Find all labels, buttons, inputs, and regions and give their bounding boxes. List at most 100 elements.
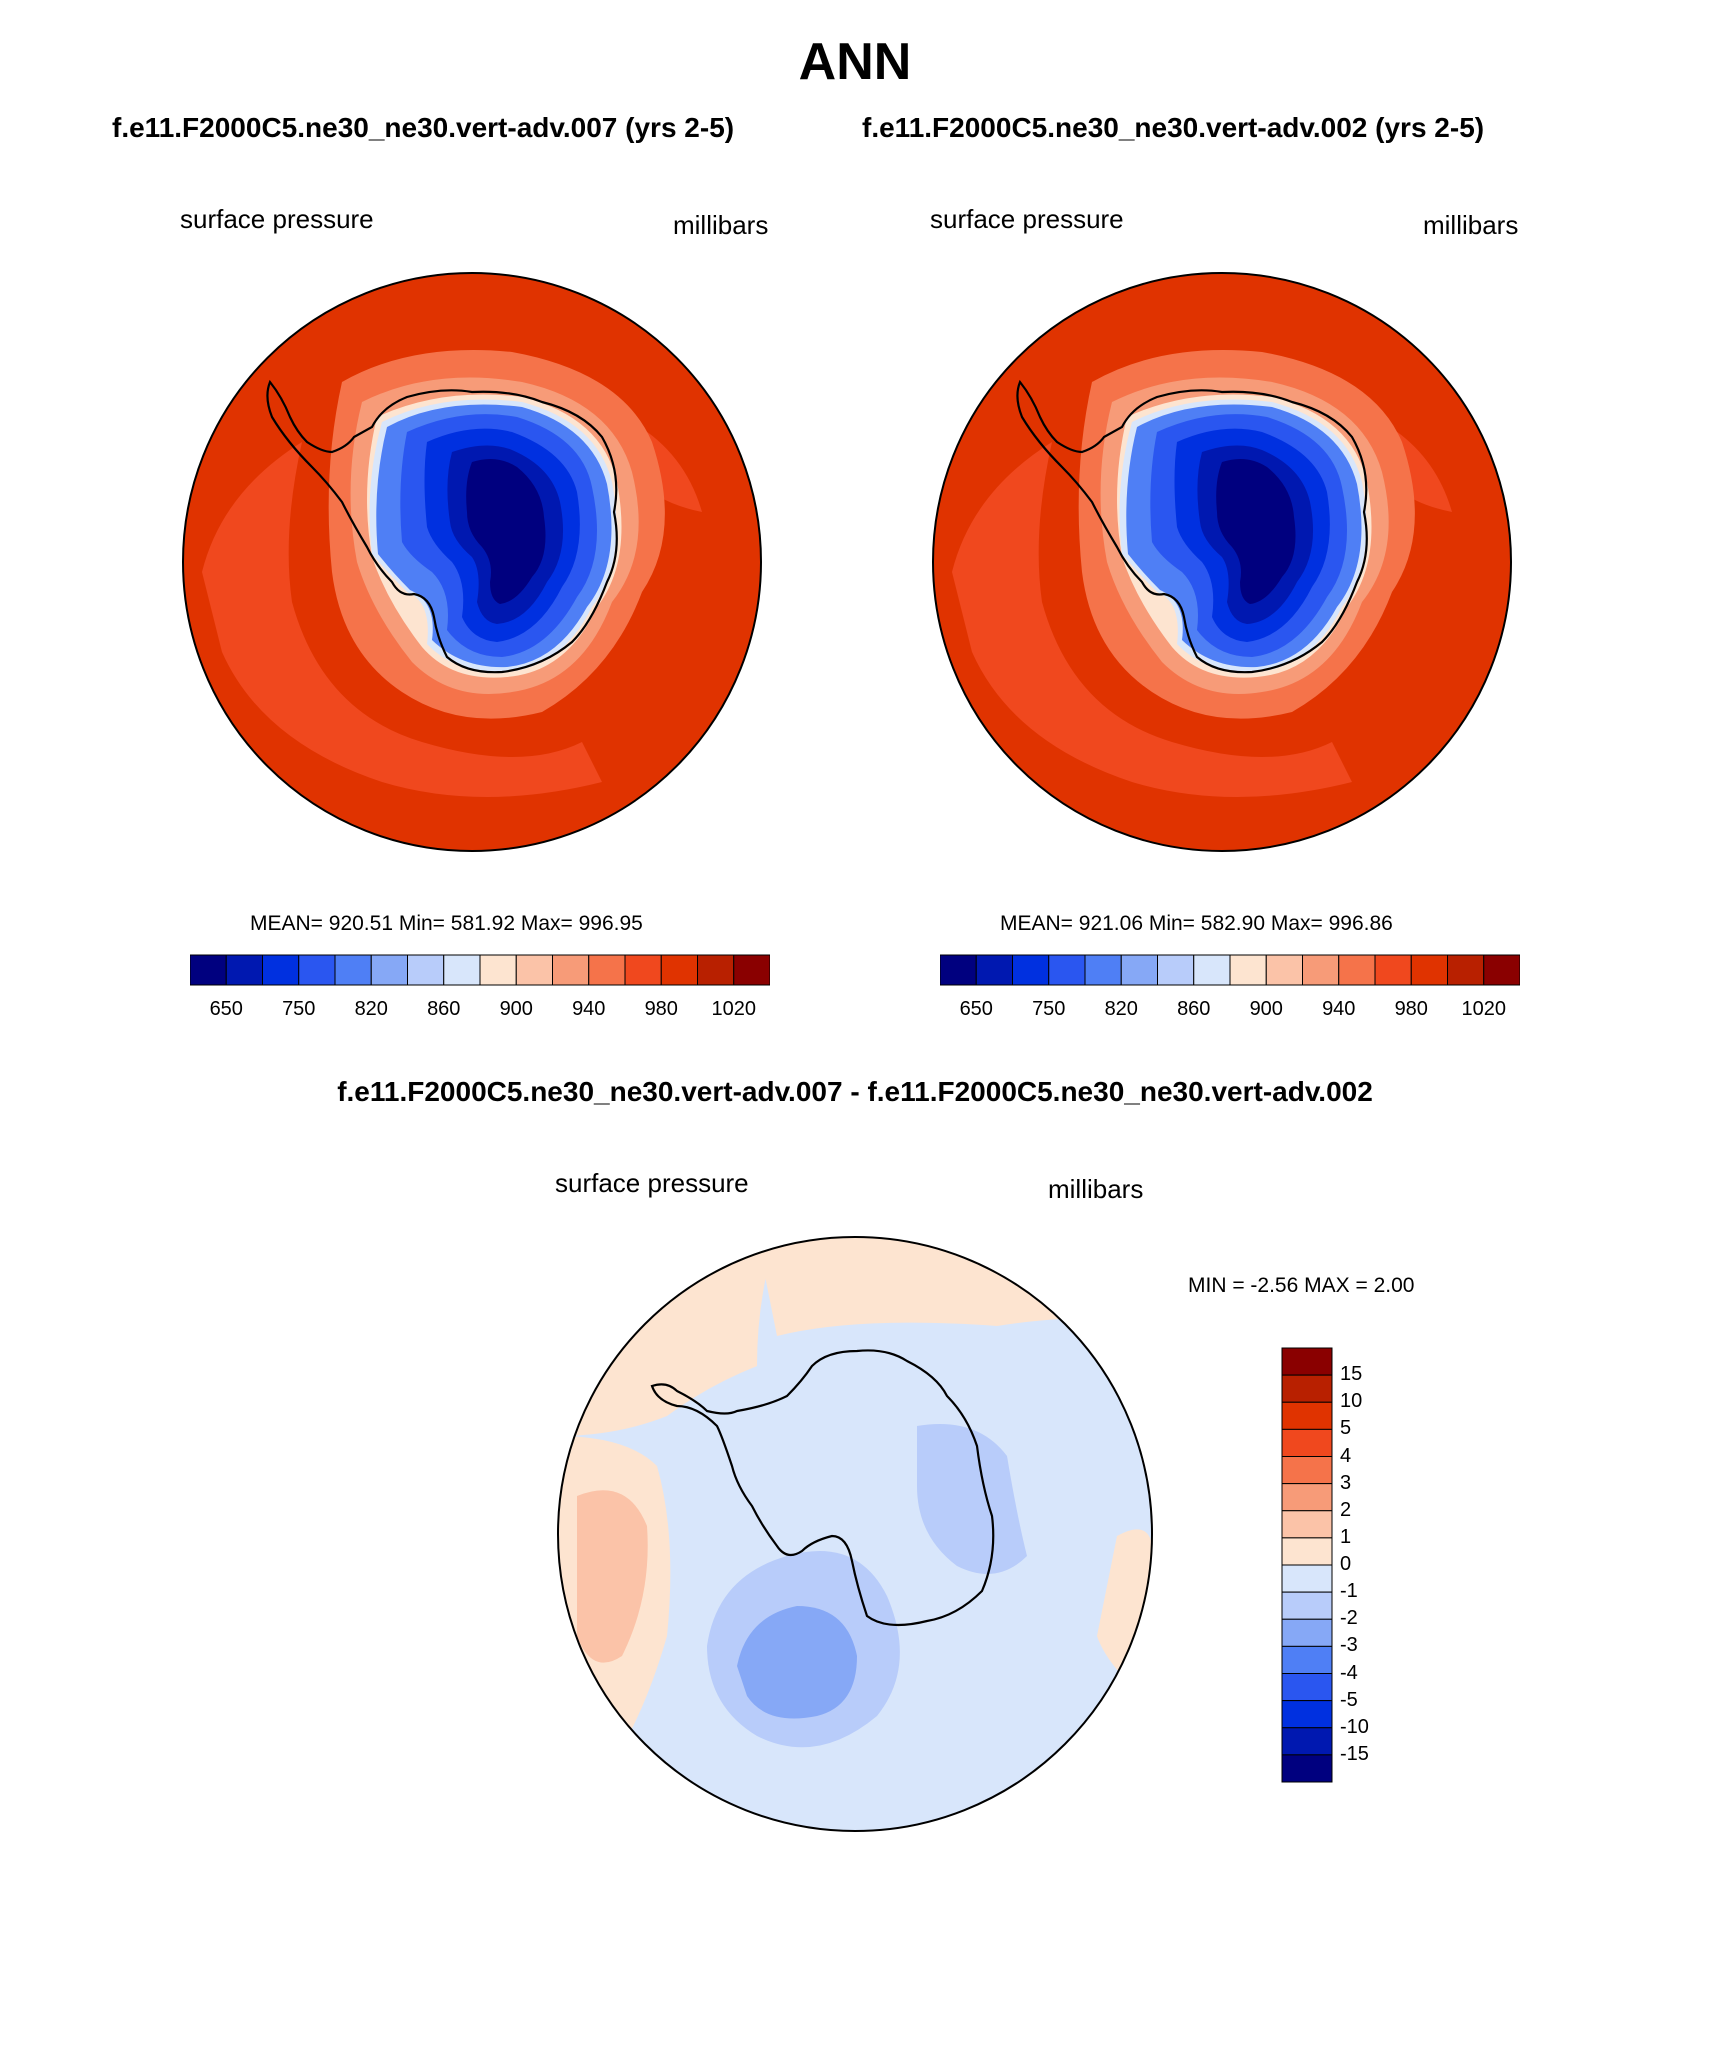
case-title-left: f.e11.F2000C5.ne30_ne30.vert-adv.007 (yr…	[112, 112, 735, 143]
contour-band-980	[202, 442, 602, 797]
diff-colorbar-tick-label: 1	[1340, 1525, 1352, 1548]
contour-band-980	[952, 442, 1352, 797]
diff-colorbar-tick-label: -10	[1340, 1715, 1369, 1738]
map-boundary	[932, 272, 1512, 852]
colorbar-swatch	[1084, 954, 1122, 986]
diff-colorbar-swatch	[1281, 1645, 1333, 1674]
diff-colorbar-swatch	[1281, 1401, 1333, 1430]
colorbar-tick-label: 860	[427, 998, 461, 1020]
colorbar-tick-label: 980	[644, 998, 678, 1020]
diff-colorbar-swatch	[1281, 1618, 1333, 1647]
colorbar-swatch	[1265, 954, 1303, 986]
colorbar-swatch	[1338, 954, 1376, 986]
colorbar-swatch	[1120, 954, 1158, 986]
colorbar-swatch	[225, 954, 263, 986]
colorbar-left	[190, 954, 770, 986]
colorbar-tick-label: 980	[1394, 998, 1428, 1020]
colorbar-swatch	[1012, 954, 1050, 986]
colorbar-tick-label: 860	[1177, 998, 1211, 1020]
colorbar-swatch	[552, 954, 590, 986]
diff-stats: MIN = -2.56 MAX = 2.00	[1188, 1274, 1415, 1297]
diff-units: millibars	[1048, 1174, 1144, 1204]
diff-colorbar	[1281, 1347, 1333, 1783]
diff-colorbar-swatch	[1281, 1700, 1333, 1729]
colorbar-tick-label: 1020	[711, 998, 757, 1020]
colorbar-tick-label: 750	[1032, 998, 1066, 1020]
colorbar-tick-label: 820	[1104, 998, 1138, 1020]
diff-colorbar-tick-label: 0	[1340, 1553, 1352, 1575]
colorbar-swatch	[940, 954, 977, 986]
case-title-right: f.e11.F2000C5.ne30_ne30.vert-adv.002 (yr…	[862, 112, 1485, 143]
diff-variable: surface pressure	[555, 1168, 749, 1198]
colorbar-swatch	[975, 954, 1013, 986]
map-boundary	[557, 1236, 1153, 1832]
colorbar-swatch	[190, 954, 227, 986]
diff-colorbar-tick-label: 2	[1340, 1498, 1352, 1521]
diff-colorbar-swatch	[1281, 1374, 1333, 1403]
contour-band-minus2-minus3	[737, 1606, 857, 1719]
colorbar-swatch	[1410, 954, 1448, 986]
colorbar-swatch	[624, 954, 662, 986]
colorbar-swatch	[733, 954, 770, 986]
panel-right-stats: MEAN= 921.06 Min= 582.90 Max= 996.86	[1000, 912, 1393, 935]
diff-colorbar-swatch	[1281, 1510, 1333, 1539]
colorbar-tick-label: 900	[499, 998, 533, 1020]
diff-colorbar-tick-label: 5	[1340, 1417, 1352, 1440]
diff-colorbar-swatch	[1281, 1537, 1333, 1566]
map-boundary	[182, 272, 762, 852]
panel-right-variable: surface pressure	[930, 204, 1124, 234]
diff-colorbar-swatch	[1281, 1347, 1333, 1376]
diff-colorbar-swatch	[1281, 1483, 1333, 1512]
diff-colorbar-tick-label: 10	[1340, 1390, 1363, 1413]
diff-colorbar-tick-label: -3	[1340, 1634, 1358, 1657]
figure-title: ANN	[798, 33, 912, 91]
diff-colorbar-swatch	[1281, 1456, 1333, 1485]
colorbar-tick-label: 650	[209, 998, 243, 1020]
diff-colorbar-tick-label: -4	[1340, 1661, 1358, 1684]
colorbar-swatch	[479, 954, 517, 986]
antarctica-coastline	[650, 1349, 995, 1627]
diff-colorbar-swatch	[1281, 1591, 1333, 1620]
colorbar-swatch	[370, 954, 408, 986]
colorbar-swatch	[1157, 954, 1195, 986]
diff-colorbar-swatch	[1281, 1673, 1333, 1702]
colorbar-swatch	[515, 954, 553, 986]
colorbar-swatch	[1229, 954, 1267, 986]
diff-colorbar-tick-label: -5	[1340, 1688, 1358, 1711]
colorbar-tick-label: 940	[1322, 998, 1356, 1020]
colorbar-swatch	[588, 954, 626, 986]
panel-left-variable: surface pressure	[180, 204, 374, 234]
diff-colorbar-tick-label: 15	[1340, 1363, 1363, 1386]
diff-colorbar-swatch	[1281, 1564, 1333, 1593]
colorbar-tick-label: 820	[354, 998, 388, 1020]
panel-left-units: millibars	[673, 210, 769, 240]
antarctic-diff-map	[557, 1236, 1153, 1832]
colorbar-tick-label: 650	[959, 998, 993, 1020]
diff-colorbar-swatch	[1281, 1754, 1333, 1783]
colorbar-swatch	[660, 954, 698, 986]
colorbar-tick-label: 1020	[1461, 998, 1507, 1020]
colorbar-swatch	[1193, 954, 1231, 986]
antarctica-coastline	[1016, 379, 1368, 674]
diff-colorbar-tick-label: -15	[1340, 1742, 1369, 1765]
colorbar-swatch	[1483, 954, 1520, 986]
antarctica-coastline	[266, 379, 618, 674]
contour-band-1-2	[577, 1490, 648, 1663]
colorbar-tick-label: 900	[1249, 998, 1283, 1020]
panel-left-stats: MEAN= 920.51 Min= 581.92 Max= 996.95	[250, 912, 643, 935]
colorbar-swatch	[1302, 954, 1340, 986]
panel-right-units: millibars	[1423, 210, 1519, 240]
colorbar-tick-label: 940	[572, 998, 606, 1020]
diff-colorbar-swatch	[1281, 1727, 1333, 1756]
contour-band-minus1-minus2	[917, 1424, 1027, 1574]
diff-colorbar-swatch	[1281, 1428, 1333, 1457]
diff-colorbar-tick-label: -1	[1340, 1580, 1358, 1603]
difference-title: f.e11.F2000C5.ne30_ne30.vert-adv.007 - f…	[337, 1076, 1373, 1107]
colorbar-swatch	[262, 954, 300, 986]
colorbar-swatch	[697, 954, 735, 986]
colorbar-swatch	[1447, 954, 1485, 986]
colorbar-swatch	[407, 954, 445, 986]
antarctic-map-left	[182, 272, 762, 852]
colorbar-swatch	[443, 954, 481, 986]
colorbar-swatch	[334, 954, 372, 986]
